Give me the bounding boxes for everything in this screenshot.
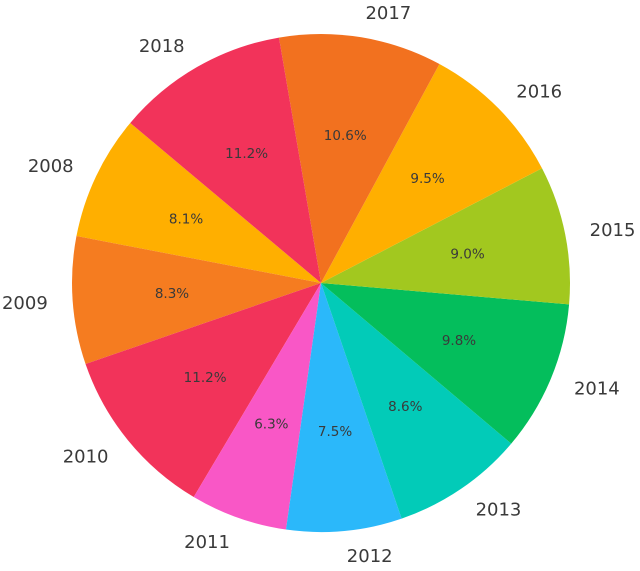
pie-slice-2017: [278, 33, 440, 284]
pie-slice-2013: [321, 283, 512, 519]
slice-percent-2009: 8.3%: [155, 286, 189, 302]
slice-label-2017: 2017: [365, 3, 411, 24]
slice-label-2018: 2018: [139, 36, 185, 57]
pie-slice-2018: [130, 37, 321, 283]
pie-slice-2010: [85, 283, 321, 498]
slice-label-2011: 2011: [184, 532, 230, 553]
slice-percent-2010: 11.2%: [184, 370, 227, 386]
slice-label-2013: 2013: [476, 500, 522, 521]
pie-slice-2011: [193, 283, 321, 530]
pie-slice-2016: [321, 63, 542, 283]
pie-slice-2014: [321, 283, 570, 444]
slice-percent-2012: 7.5%: [318, 424, 352, 440]
slice-percent-2018: 11.2%: [225, 146, 268, 162]
pie-slice-2009: [72, 236, 321, 364]
slice-label-2015: 2015: [590, 220, 636, 241]
pie-slice-2015: [321, 168, 571, 305]
slice-label-2010: 2010: [63, 446, 109, 467]
slice-label-2014: 2014: [574, 379, 620, 400]
slice-label-2008: 2008: [28, 156, 74, 177]
slice-percent-2013: 8.6%: [388, 399, 422, 415]
slice-percent-2015: 9.0%: [450, 246, 484, 262]
slice-percent-2016: 9.5%: [410, 171, 444, 187]
slice-percent-2017: 10.6%: [324, 128, 367, 144]
slice-label-2016: 2016: [516, 81, 562, 102]
slice-label-2012: 2012: [347, 546, 393, 567]
slice-label-2009: 2009: [2, 293, 48, 314]
slice-percent-2014: 9.8%: [442, 333, 476, 349]
slice-percent-2011: 6.3%: [254, 416, 288, 432]
pie-slice-2012: [285, 283, 402, 533]
pie-slice-2008: [76, 122, 321, 283]
slice-percent-2008: 8.1%: [169, 211, 203, 227]
